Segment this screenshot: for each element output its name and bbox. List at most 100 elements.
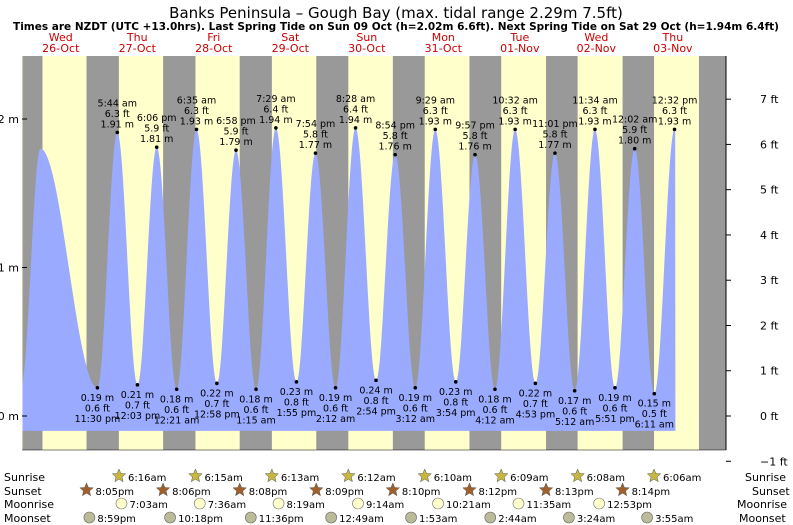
tide-time-label: 12:21 am — [154, 415, 199, 426]
day-name-label: Fri — [207, 31, 220, 44]
tide-ft-label: 6.3 ft — [662, 106, 687, 117]
tide-time-label: 11:30 pm — [75, 414, 121, 425]
day-name-label: Wed — [584, 31, 608, 44]
tide-ft-label: 0.8 ft — [443, 397, 468, 408]
tide-time-label: 3:54 pm — [436, 408, 476, 419]
tide-m-label: 1.93 m — [180, 116, 213, 127]
moonset-time: 1:53am — [419, 514, 457, 525]
tide-ft-label: 0.6 ft — [85, 403, 110, 414]
day-date-label: 27-Oct — [119, 42, 157, 55]
moonrise-time: 11:35am — [526, 500, 571, 511]
sunset-star-icon — [615, 482, 630, 497]
tide-ft-label: 5.9 ft — [223, 127, 248, 138]
tide-point — [234, 148, 238, 152]
sunset-time: 8:13pm — [555, 487, 594, 498]
tide-ft-label: 5.8 ft — [303, 130, 328, 141]
chart-title: Banks Peninsula – Gough Bay (max. tidal … — [169, 4, 623, 22]
right-axis-tick-label: 2 ft — [760, 319, 779, 332]
sunset-star-icon — [462, 482, 477, 497]
tide-ft-label: 0.6 ft — [482, 405, 507, 416]
tide-time-label: 12:02 am — [612, 115, 657, 126]
sunset-time: 8:12pm — [478, 487, 517, 498]
day-name-label: Wed — [49, 31, 73, 44]
tide-time-label: 4:53 pm — [516, 409, 556, 420]
moonrise-time: 12:53pm — [607, 500, 652, 511]
sunset-star-icon — [155, 482, 171, 497]
header-layer: Banks Peninsula – Gough Bay (max. tidal … — [13, 4, 779, 55]
tide-ft-label: 6.3 ft — [105, 109, 130, 120]
tide-point — [553, 151, 557, 155]
right-axis-tick-label: 1 ft — [760, 365, 779, 378]
tide-layer — [22, 127, 676, 431]
tide-time-label: 2:54 pm — [356, 406, 396, 417]
tide-m-label: 0.19 m — [399, 393, 432, 404]
tide-ft-label: 0.6 ft — [323, 403, 348, 414]
tide-m-label: 1.93 m — [419, 116, 452, 127]
tide-m-label: 0.24 m — [359, 385, 392, 396]
tide-point — [374, 378, 378, 383]
almanac-label-sunrise-right: Sunrise — [745, 471, 786, 484]
moonset-moon-icon — [484, 511, 497, 524]
right-axis-tick-label: 0 ft — [760, 410, 779, 423]
tide-time-label: 6:35 am — [177, 95, 216, 106]
sunrise-time: 6:06am — [663, 473, 701, 484]
tide-point — [593, 127, 597, 132]
sunset-time: 8:09pm — [325, 487, 364, 498]
tide-time-label: 7:29 am — [256, 94, 295, 105]
sunset-time: 8:05pm — [96, 487, 135, 498]
almanac-label-moonset-right: Moonset — [739, 512, 786, 525]
tide-m-label: 0.21 m — [121, 390, 154, 401]
tide-point — [613, 385, 617, 390]
tide-ft-label: 6.3 ft — [503, 106, 528, 117]
sunrise-star-icon — [570, 468, 585, 483]
left-axis-tick-label: 0 m — [0, 410, 19, 423]
sunset-time: 8:10pm — [402, 487, 441, 498]
tide-time-label: 12:58 pm — [194, 409, 240, 420]
day-date-label: 01-Nov — [500, 42, 540, 55]
moonset-moon-icon — [325, 511, 337, 524]
moonrise-time: 7:03am — [129, 500, 167, 511]
right-axis-tick-label: 3 ft — [760, 274, 779, 287]
tide-m-label: 1.93 m — [658, 116, 691, 127]
tide-time-label: 5:44 am — [98, 98, 137, 109]
left-axis-tick-label: 2 m — [0, 113, 19, 126]
tide-m-label: 1.94 m — [259, 115, 292, 126]
tide-m-label: 1.76 m — [458, 142, 491, 153]
tide-time-label: 10:32 am — [492, 95, 537, 106]
sunrise-star-icon — [188, 468, 203, 483]
tide-ft-label: 0.6 ft — [403, 403, 428, 414]
tide-point — [473, 152, 477, 157]
tide-time-label: 12:03 pm — [115, 411, 161, 422]
day-date-label: 03-Nov — [653, 42, 693, 55]
tide-m-label: 0.18 m — [160, 394, 193, 405]
tide-ft-label: 0.6 ft — [244, 405, 269, 416]
day-date-label: 02-Nov — [577, 42, 617, 55]
right-axis-tick-label: 6 ft — [760, 138, 779, 151]
tide-time-label: 5:12 am — [555, 417, 594, 428]
tide-m-label: 0.19 m — [319, 393, 352, 404]
tide-ft-label: 0.8 ft — [364, 396, 389, 407]
tide-m-label: 1.93 m — [498, 116, 531, 127]
day-name-label: Thu — [126, 31, 148, 44]
day-date-label: 26-Oct — [42, 42, 80, 55]
tide-point — [572, 388, 577, 393]
tide-point — [333, 385, 338, 390]
day-name-label: Sun — [356, 31, 377, 44]
tide-m-label: 0.18 m — [478, 394, 511, 405]
tide-point — [493, 387, 497, 392]
right-axis-tick-label: 7 ft — [760, 93, 779, 106]
chart-subtitle: Times are NZDT (UTC +13.0hrs). Last Spri… — [13, 21, 779, 33]
tide-m-label: 0.17 m — [558, 396, 591, 407]
tide-m-label: 0.22 m — [519, 388, 552, 399]
tide-point — [294, 380, 299, 384]
tide-m-label: 1.79 m — [219, 137, 252, 148]
almanac-label-moonrise-right: Moonrise — [737, 498, 787, 511]
moonset-time: 3:55am — [655, 514, 693, 525]
moonrise-time: 10:21am — [446, 500, 491, 511]
tide-ft-label: 5.9 ft — [622, 125, 647, 136]
tide-ft-label: 5.8 ft — [383, 131, 408, 142]
moonrise-moon-icon — [432, 497, 444, 510]
almanac-label-moonset-left: Moonset — [4, 512, 51, 525]
tide-ft-label: 0.6 ft — [164, 405, 189, 416]
